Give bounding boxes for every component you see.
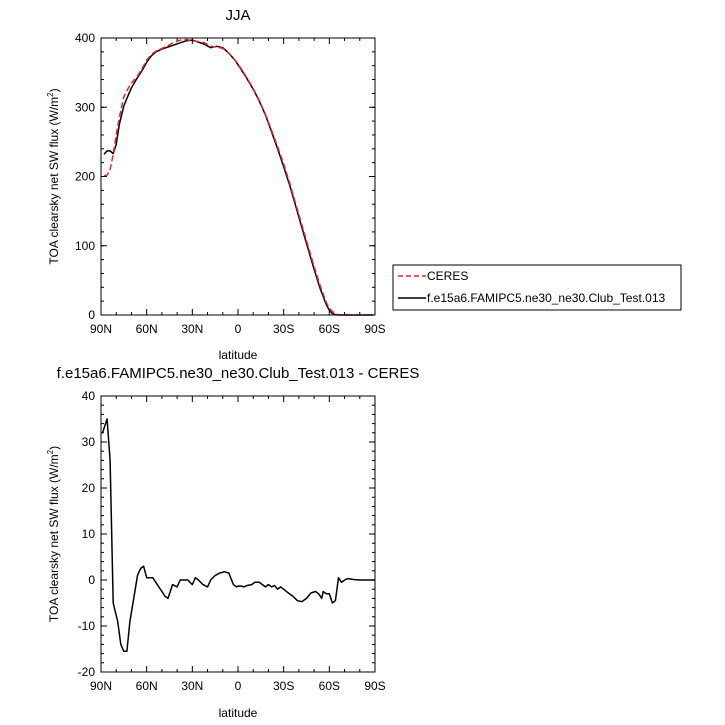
top-x-tick-label: 90N	[90, 322, 112, 336]
legend-label-ceres: CERES	[427, 269, 468, 283]
top-plot-area: 90N 60N 30N 0 30S 60S 90S 0 100 200 300 400	[75, 31, 386, 336]
top-x-tick-label: 30N	[181, 322, 203, 336]
top-x-tick-label: 60N	[136, 322, 158, 336]
top-series-line-ceres	[103, 38, 374, 316]
top-series-line-f-e15a6-famipc5-ne30-ne30-club-test-013	[103, 39, 374, 316]
top-y-tick-label: 400	[75, 31, 95, 45]
bottom-y-tick-label: 40	[82, 389, 96, 403]
bottom-y-tick-label: -10	[78, 619, 96, 633]
bottom-y-axis-label: TOA clearsky net SW flux (W/m2)	[46, 446, 61, 622]
bottom-y-tick-label: 0	[88, 573, 95, 587]
top-x-axis-label: latitude	[219, 348, 258, 362]
bottom-series-line-difference	[101, 418, 375, 653]
top-panel: JJA 90N 60N 30N 0 30S 60S 90S 0 100 200 300 400 lat…	[46, 7, 386, 362]
top-chart-title: JJA	[225, 7, 250, 24]
top-y-tick-label: 300	[75, 100, 95, 114]
bottom-y-tick-label: -20	[78, 665, 96, 679]
bottom-x-tick-label: 0	[235, 679, 242, 693]
top-x-tick-label: 60S	[319, 322, 340, 336]
top-y-axis-label: TOA clearsky net SW flux (W/m2)	[46, 88, 61, 264]
bottom-chart-title: f.e15a6.FAMIPC5.ne30_ne30.Club_Test.013 …	[57, 365, 420, 382]
top-x-tick-label: 30S	[273, 322, 294, 336]
top-y-tick-label: 200	[75, 170, 95, 184]
bottom-x-tick-label: 30N	[181, 679, 203, 693]
top-plot-frame	[100, 37, 376, 316]
bottom-y-tick-label: 20	[82, 481, 96, 495]
bottom-y-tick-label: 10	[82, 527, 96, 541]
bottom-x-tick-label: 90N	[90, 679, 112, 693]
bottom-x-tick-label: 60S	[319, 679, 340, 693]
legend: CERES f.e15a6.FAMIPC5.ne30_ne30.Club_Tes…	[392, 264, 682, 311]
legend-label-model: f.e15a6.FAMIPC5.ne30_ne30.Club_Test.013	[427, 291, 665, 305]
bottom-panel: f.e15a6.FAMIPC5.ne30_ne30.Club_Test.013 …	[46, 365, 419, 720]
bottom-plot-area: 90N 60N 30N 0 30S 60S 90S -20 -10 0 10 20 30 40	[78, 389, 386, 693]
top-y-tick-label: 0	[88, 308, 95, 322]
top-x-tick-label: 0	[235, 322, 242, 336]
bottom-x-tick-label: 90S	[364, 679, 385, 693]
top-y-tick-label: 100	[75, 239, 95, 253]
legend-box	[392, 264, 682, 311]
bottom-y-tick-label: 30	[82, 435, 96, 449]
bottom-plot-frame	[100, 395, 376, 673]
bottom-x-tick-label: 30S	[273, 679, 294, 693]
bottom-x-tick-label: 60N	[136, 679, 158, 693]
top-x-tick-label: 90S	[364, 322, 385, 336]
bottom-x-axis-label: latitude	[219, 706, 258, 720]
